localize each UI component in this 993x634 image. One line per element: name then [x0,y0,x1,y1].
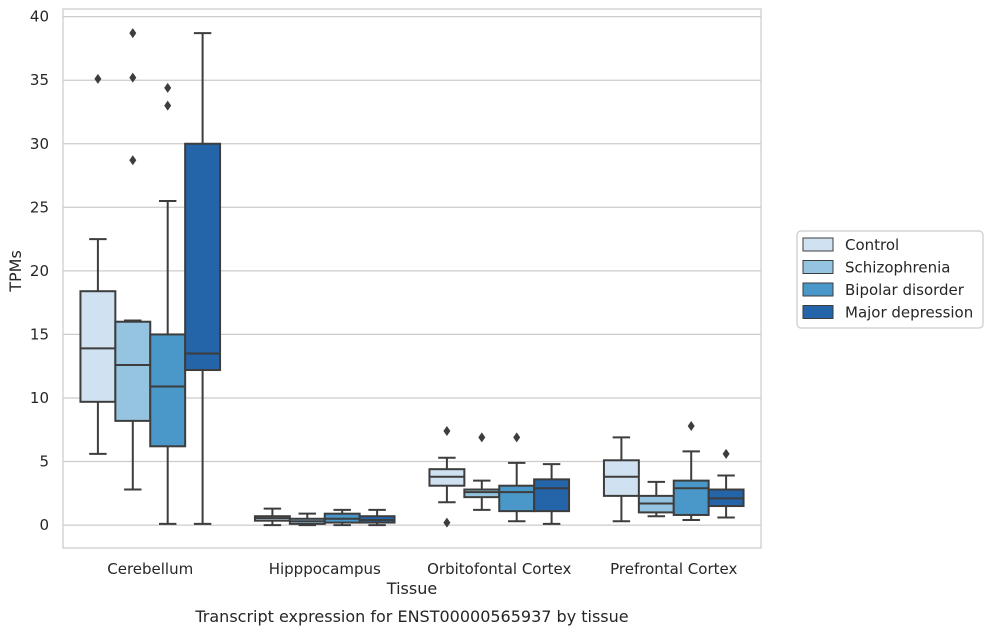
legend-swatch [802,282,834,297]
legend-label: Control [845,236,899,254]
iqr-box [533,478,571,513]
box-schizophrenia [637,480,675,518]
outlier-point [478,432,486,443]
box-bipolar-disorder [149,82,187,525]
legend-frame [796,230,984,329]
box-bipolar-disorder [323,508,361,527]
outlier-point [687,420,695,431]
box-schizophrenia [114,28,152,491]
y-tick-label: 30 [30,135,49,153]
iqr-box [79,290,117,403]
outlier-point [94,73,102,84]
y-axis-title: TPMs [6,250,25,293]
legend-swatch [802,237,834,252]
box-major-depression [707,448,745,519]
outlier-point [722,448,730,459]
iqr-box [602,459,640,497]
iqr-box [463,488,501,499]
y-tick-label: 35 [30,71,49,89]
outlier-point [129,72,137,83]
outlier-point [513,432,521,443]
legend-label: Major depression [845,304,973,322]
iqr-box [498,484,536,513]
box-major-depression [184,32,222,525]
outlier-point [443,426,451,437]
y-tick-label: 15 [30,325,49,343]
x-tick-label: Orbitofontal Cortex [427,560,571,578]
box-major-depression [358,508,396,527]
legend-label: Bipolar disorder [845,281,965,299]
outlier-point [443,517,451,528]
iqr-box [672,479,710,516]
iqr-box [184,142,222,372]
chart-caption: Transcript expression for ENST0000056593… [194,607,628,626]
box-series [79,28,745,528]
x-tick-labels: Cerebellum Hipppocampus Orbitofontal Corte… [107,560,737,578]
outlier-point [164,82,172,93]
box-bipolar-disorder [672,420,710,522]
legend-label: Schizophrenia [845,259,950,277]
iqr-box [114,320,152,422]
box-control [602,436,640,523]
box-control [79,73,117,455]
x-axis-title: Tissue [386,579,437,598]
iqr-box [149,333,187,448]
x-tick-label: Cerebellum [107,560,193,578]
legend-swatch [802,305,834,319]
box-major-depression [533,463,571,525]
y-tick-label: 40 [30,8,49,26]
x-tick-label: Prefrontal Cortex [610,560,737,578]
plot-frame [62,8,762,549]
outlier-point [129,28,137,39]
y-tick-label: 25 [30,198,49,216]
box-schizophrenia [288,512,326,527]
outlier-point [129,155,137,166]
outlier-point [164,100,172,111]
y-tick-label: 5 [39,453,49,471]
box-schizophrenia [463,432,501,511]
box-control [253,507,291,527]
y-tick-label: 10 [30,389,49,407]
legend-swatch [802,260,834,274]
x-tick-label: Hipppocampus [269,560,381,578]
y-tick-label: 0 [39,516,49,534]
y-tick-labels: 0 5 10 15 20 25 30 35 40 [30,8,49,534]
legend: Control Schizophrenia Bipolar disorder Majo… [796,230,984,329]
box-control [428,426,466,528]
y-tick-label: 20 [30,262,49,280]
box-bipolar-disorder [498,432,536,523]
